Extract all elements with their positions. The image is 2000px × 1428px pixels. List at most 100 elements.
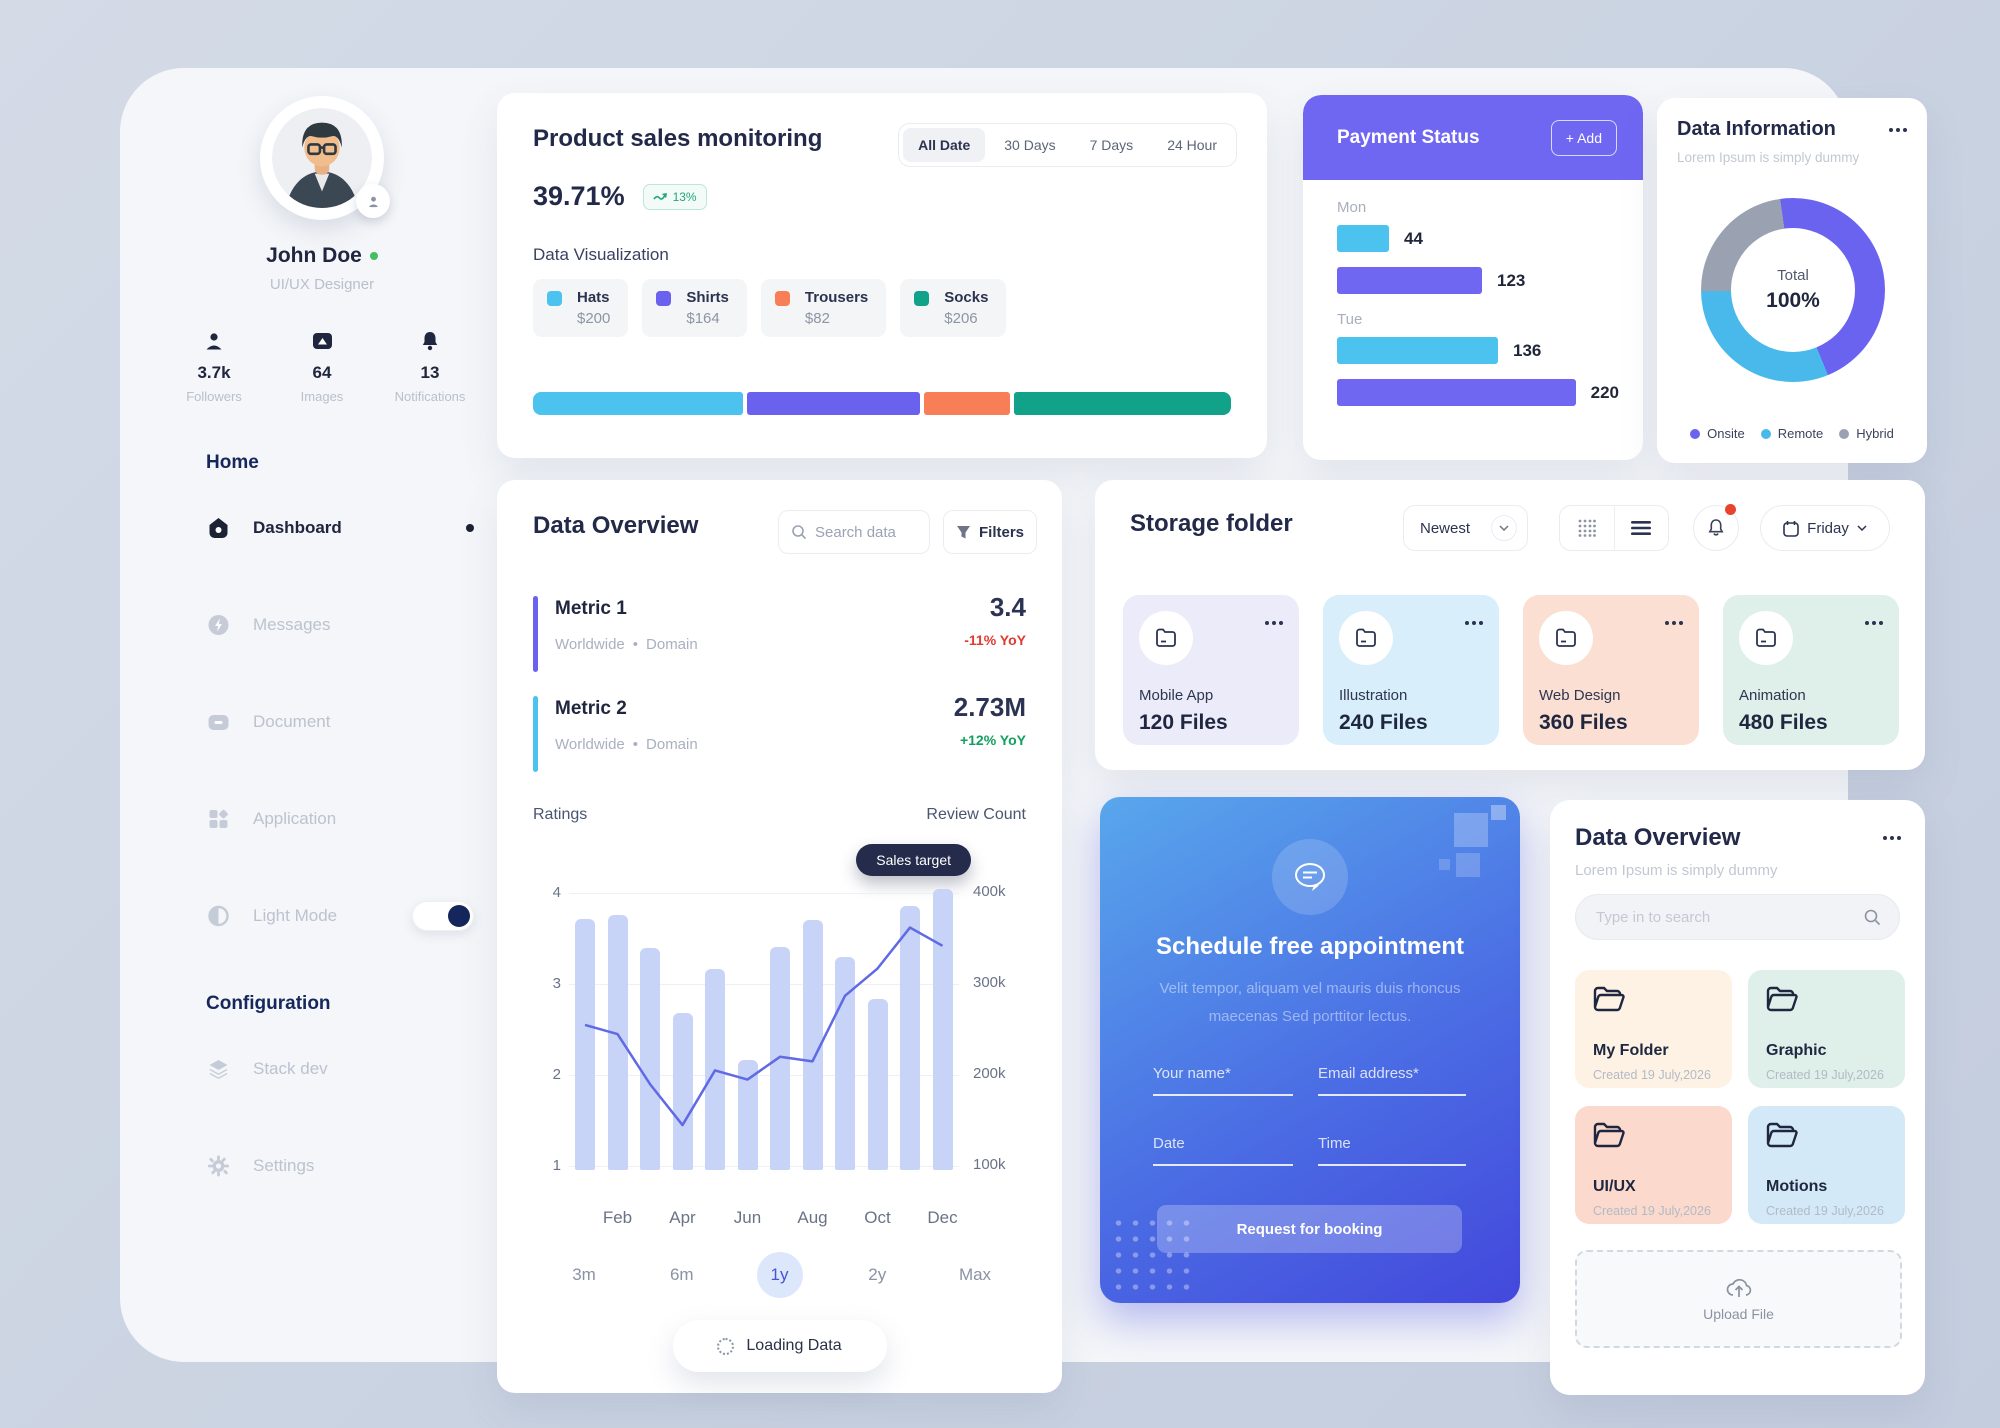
folder-files: 120 Files xyxy=(1139,711,1228,734)
sales-target-line xyxy=(584,926,944,1127)
decor-dot-grid xyxy=(1110,1215,1200,1295)
folder-icon xyxy=(1539,611,1593,665)
range-2y[interactable]: 2y xyxy=(868,1265,887,1284)
more-menu-icon[interactable] xyxy=(1865,621,1883,625)
folder-card-animation[interactable]: Animation 480 Files xyxy=(1723,595,1899,745)
card-title: Storage folder xyxy=(1130,510,1293,537)
folder-icon xyxy=(1139,611,1193,665)
payment-day-label: Mon xyxy=(1337,199,1367,216)
chart-bar-apr xyxy=(672,1013,693,1170)
range-6m[interactable]: 6m xyxy=(669,1265,694,1284)
upload-file-dropzone[interactable]: Upload File xyxy=(1575,1250,1902,1348)
date-input[interactable] xyxy=(1153,1135,1293,1166)
sidebar-item-settings[interactable]: Settings xyxy=(206,1146,474,1186)
open-folder-icon xyxy=(1593,986,1625,1012)
sidebar-item-dashboard[interactable]: Dashboard xyxy=(206,508,474,548)
avatar-illustration xyxy=(272,108,372,208)
person-badge-icon xyxy=(367,196,379,207)
open-folder-icon xyxy=(1593,1122,1625,1148)
folder-card-web-design[interactable]: Web Design 360 Files xyxy=(1523,595,1699,745)
tab-7-days[interactable]: 7 Days xyxy=(1089,137,1134,153)
folder-files: 480 Files xyxy=(1739,711,1828,734)
mini-folder-motions[interactable]: Motions Created 19 July,2026 xyxy=(1748,1106,1905,1224)
folder-icon xyxy=(1739,611,1793,665)
folder-name: Graphic xyxy=(1766,1042,1827,1059)
legend-chip-socks: Socks $206 xyxy=(900,279,1007,337)
filters-button[interactable]: Filters xyxy=(943,510,1037,554)
metric-yoy: +12% YoY xyxy=(959,732,1026,748)
payment-bar-value: 136 xyxy=(1513,340,1542,360)
loading-data-button[interactable]: Loading Data xyxy=(672,1320,887,1372)
chart-bar-jul xyxy=(770,946,790,1170)
notifications-button[interactable] xyxy=(1693,504,1739,551)
x-axis-label-feb: Feb xyxy=(602,1208,633,1227)
mini-folder-graphic[interactable]: Graphic Created 19 July,2026 xyxy=(1748,970,1905,1088)
sidebar-item-label: Messages xyxy=(253,615,331,634)
email-input[interactable] xyxy=(1318,1065,1466,1096)
payment-bar-value: 123 xyxy=(1497,270,1526,290)
donut-center: Total 100% xyxy=(1731,228,1855,352)
sidebar-item-messages[interactable]: Messages xyxy=(206,605,474,645)
trend-up-icon xyxy=(652,192,667,200)
metric-domain: Domain xyxy=(646,636,698,653)
sidebar-item-stack-dev[interactable]: Stack dev xyxy=(206,1049,474,1089)
appointment-title: Schedule free appointment xyxy=(1155,933,1465,960)
metric-row-2: Metric 2 Worldwide • Domain 2.73M +12% YoY xyxy=(533,692,1026,778)
payment-bar-row: 44 xyxy=(1337,225,1619,252)
storage-folder-card: Storage folder Newest xyxy=(1095,480,1925,770)
folder-card-illustration[interactable]: Illustration 240 Files xyxy=(1323,595,1499,745)
calendar-icon xyxy=(1783,520,1799,537)
chart-bar-aug xyxy=(802,920,823,1170)
add-payment-button[interactable]: + Add xyxy=(1550,119,1617,156)
time-input[interactable] xyxy=(1318,1135,1466,1166)
date-field xyxy=(1153,1135,1293,1166)
more-menu-icon[interactable] xyxy=(1665,621,1683,625)
more-menu-icon[interactable] xyxy=(1465,621,1483,625)
sidebar-item-document[interactable]: Document xyxy=(206,702,474,742)
range-max[interactable]: Max xyxy=(958,1265,992,1284)
tab-24-hour[interactable]: 24 Hour xyxy=(1167,137,1217,153)
legend-remote: Remote xyxy=(1760,426,1823,441)
sidebar-item-application[interactable]: Application xyxy=(206,799,474,839)
light-mode-toggle[interactable] xyxy=(412,901,474,931)
stat-value: 3.7k xyxy=(197,363,231,382)
mini-folder-my-folder[interactable]: My Folder Created 19 July,2026 xyxy=(1575,970,1732,1088)
tab-30-days[interactable]: 30 Days xyxy=(1004,137,1056,153)
more-menu-icon[interactable] xyxy=(1889,128,1907,132)
legend-value: $164 xyxy=(686,310,720,327)
decor-square xyxy=(1491,805,1506,820)
chevron-down-icon xyxy=(1857,525,1867,531)
card-subtitle: Lorem Ipsum is simply dummy xyxy=(1575,862,1778,879)
metric-region: Worldwide xyxy=(555,636,625,653)
name-input[interactable] xyxy=(1153,1065,1293,1096)
tab-all-date[interactable]: All Date xyxy=(903,128,986,162)
range-1y[interactable]: 1y xyxy=(756,1252,803,1298)
user-icon xyxy=(164,331,264,353)
half-moon-icon xyxy=(208,905,229,927)
delta-badge: 13% xyxy=(642,183,707,210)
sidebar-item-light-mode: Light Mode xyxy=(206,896,474,936)
request-booking-button[interactable]: Request for booking xyxy=(1157,1205,1462,1253)
sort-dropdown[interactable]: Newest xyxy=(1403,505,1528,551)
more-menu-icon[interactable] xyxy=(1265,621,1283,625)
stat-followers: 3.7k Followers xyxy=(164,331,264,404)
mini-folder-uiux[interactable]: UI/UX Created 19 July,2026 xyxy=(1575,1106,1732,1224)
list-view-button[interactable] xyxy=(1615,506,1669,550)
day-picker-button[interactable]: Friday xyxy=(1760,505,1890,551)
folder-search-input[interactable] xyxy=(1596,908,1863,926)
payment-bar-row: 220 xyxy=(1337,379,1619,406)
search-input[interactable] xyxy=(815,523,915,541)
grid-view-button[interactable] xyxy=(1560,506,1615,550)
gridline xyxy=(569,1075,959,1076)
sidebar-item-label: Application xyxy=(253,809,337,828)
spinner-icon xyxy=(717,1337,735,1355)
folder-name: Web Design xyxy=(1539,687,1621,704)
more-menu-icon[interactable] xyxy=(1883,836,1901,840)
edit-avatar-button[interactable] xyxy=(356,184,390,218)
sidebar-item-label: Stack dev xyxy=(253,1059,328,1078)
range-3m[interactable]: 3m xyxy=(572,1265,596,1284)
folder-created: Created 19 July,2026 xyxy=(1593,1204,1711,1218)
metric-scope: Worldwide • Domain xyxy=(555,636,698,653)
payment-bar-row: 123 xyxy=(1337,267,1619,294)
folder-card-mobile-app[interactable]: Mobile App 120 Files xyxy=(1123,595,1299,745)
